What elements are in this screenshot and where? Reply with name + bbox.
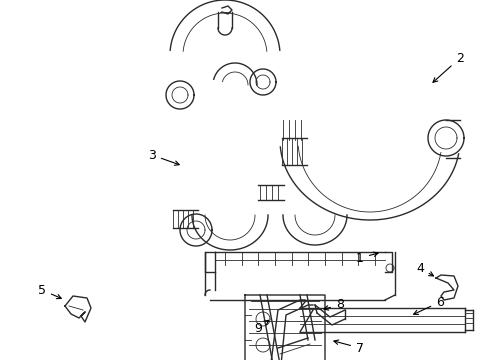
Text: 8: 8 [323, 298, 343, 311]
Text: 7: 7 [333, 340, 363, 355]
Text: 1: 1 [355, 252, 377, 265]
Text: 6: 6 [413, 296, 443, 314]
Text: 9: 9 [254, 320, 268, 334]
Text: 4: 4 [415, 261, 433, 276]
Text: 2: 2 [432, 51, 463, 82]
Text: 5: 5 [38, 284, 61, 299]
Text: 3: 3 [148, 149, 179, 165]
